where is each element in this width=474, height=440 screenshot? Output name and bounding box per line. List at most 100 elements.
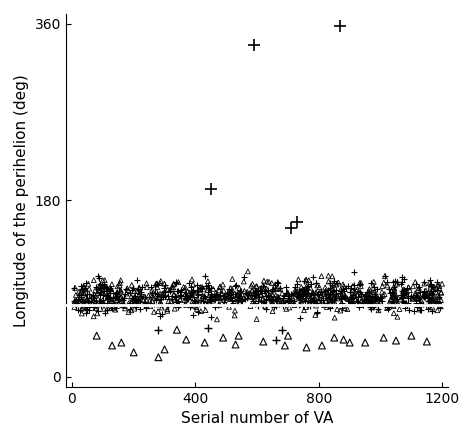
Point (128, 297, 136, 304)
Point (246, 294, 254, 301)
Point (94, 272, 102, 279)
Point (85, 303, 93, 310)
Point (70, 301, 78, 308)
Point (413, 292, 421, 299)
Point (356, 304, 363, 311)
Point (320, 301, 328, 308)
Point (251, 288, 258, 295)
Point (195, 286, 202, 293)
Point (270, 286, 278, 293)
Point (324, 301, 331, 308)
Point (303, 290, 310, 297)
Point (258, 290, 265, 297)
Point (236, 285, 243, 292)
Point (365, 286, 373, 293)
Point (261, 300, 268, 307)
Point (356, 281, 364, 288)
Point (416, 289, 424, 296)
Point (325, 301, 332, 308)
Point (293, 292, 301, 299)
Point (297, 288, 304, 295)
Point (143, 297, 150, 304)
Point (278, 298, 286, 305)
Point (415, 284, 423, 291)
Point (405, 284, 412, 291)
Point (147, 283, 155, 290)
Point (373, 296, 380, 303)
Point (354, 298, 362, 305)
Point (370, 284, 377, 291)
Point (137, 293, 145, 300)
Point (74, 296, 82, 303)
Point (193, 305, 201, 312)
Point (365, 294, 372, 301)
Point (130, 349, 137, 356)
Point (287, 224, 295, 231)
Point (147, 300, 155, 307)
Point (307, 299, 314, 306)
Point (393, 313, 401, 320)
Point (100, 297, 107, 304)
Point (181, 286, 188, 293)
Point (117, 295, 124, 302)
Point (148, 298, 156, 305)
Point (173, 288, 181, 295)
Point (401, 287, 408, 294)
Point (149, 292, 156, 299)
Point (225, 303, 233, 310)
Point (380, 279, 388, 286)
Point (316, 284, 323, 291)
Point (220, 294, 228, 301)
Point (357, 279, 365, 286)
Point (220, 298, 228, 305)
Point (212, 291, 220, 298)
Point (150, 294, 157, 301)
Point (170, 291, 178, 298)
Point (387, 296, 394, 303)
Point (399, 298, 406, 305)
Point (346, 339, 354, 346)
Point (300, 296, 307, 303)
Point (419, 293, 427, 300)
Point (225, 289, 232, 296)
Point (205, 284, 213, 291)
Point (253, 291, 260, 298)
Point (171, 293, 179, 300)
Point (172, 279, 180, 286)
Point (107, 286, 115, 293)
Point (284, 297, 292, 304)
Point (326, 293, 333, 300)
Point (191, 297, 199, 304)
Point (278, 290, 286, 297)
Point (243, 295, 251, 302)
Point (378, 294, 385, 301)
Point (402, 299, 410, 306)
Point (367, 297, 375, 304)
Point (361, 297, 368, 304)
Point (82, 306, 90, 313)
Point (98, 303, 105, 310)
Point (350, 282, 358, 289)
Point (119, 299, 127, 306)
Point (116, 287, 123, 294)
Point (288, 292, 295, 299)
Point (268, 297, 276, 304)
Point (268, 301, 276, 308)
Point (326, 298, 333, 305)
Point (361, 293, 368, 300)
Point (136, 285, 143, 292)
Point (297, 290, 304, 297)
Point (156, 300, 164, 307)
Point (330, 281, 337, 288)
Point (251, 291, 258, 298)
Point (434, 296, 441, 303)
Point (211, 304, 219, 311)
Point (428, 289, 435, 296)
Point (385, 285, 393, 292)
Point (84, 298, 91, 305)
Point (116, 298, 124, 305)
Point (314, 290, 321, 297)
Point (393, 279, 401, 286)
Point (188, 276, 196, 283)
Point (436, 305, 444, 312)
